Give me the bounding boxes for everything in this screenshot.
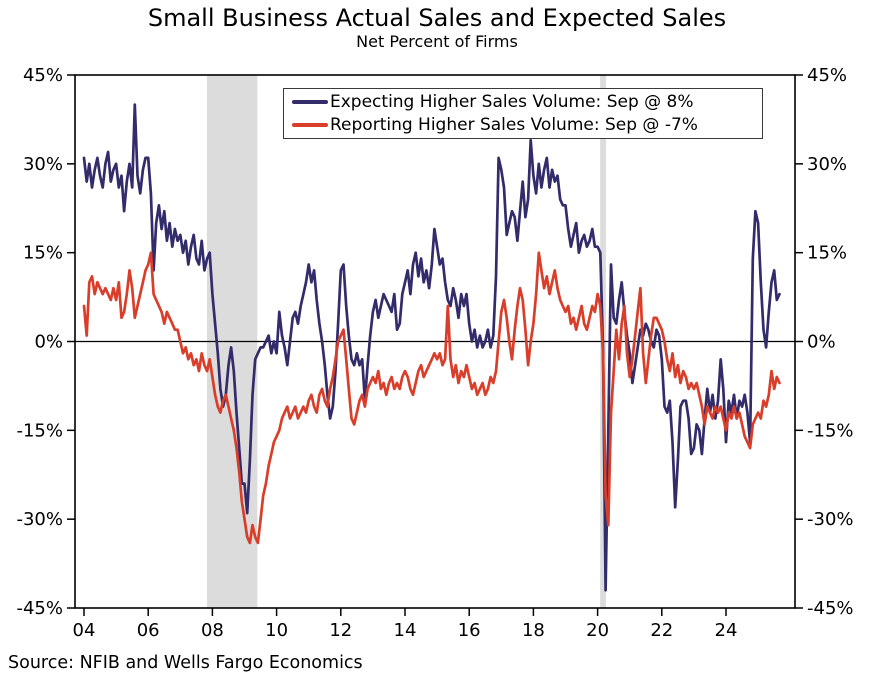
chart-subtitle: Net Percent of Firms bbox=[356, 32, 518, 51]
y-axis-label-left: -45% bbox=[16, 598, 63, 619]
x-axis-label: 06 bbox=[137, 620, 160, 641]
x-axis-label: 10 bbox=[265, 620, 288, 641]
y-axis-label-left: 0% bbox=[34, 332, 63, 353]
source-note: Source: NFIB and Wells Fargo Economics bbox=[8, 653, 363, 673]
y-axis-label-right: 45% bbox=[807, 65, 847, 86]
y-axis-label-right: 0% bbox=[807, 332, 836, 353]
x-axis-label: 14 bbox=[394, 620, 417, 641]
x-axis-label: 12 bbox=[329, 620, 352, 641]
x-axis-label: 16 bbox=[458, 620, 481, 641]
x-axis-label: 22 bbox=[650, 620, 673, 641]
y-axis-label-left: 30% bbox=[23, 154, 63, 175]
y-axis-label-right: -45% bbox=[807, 598, 854, 619]
y-axis-label-left: 15% bbox=[23, 243, 63, 264]
legend: Expecting Higher Sales Volume: Sep @ 8% … bbox=[283, 88, 763, 139]
legend-item-reporting: Reporting Higher Sales Volume: Sep @ -7% bbox=[292, 113, 758, 136]
y-axis-label-right: 15% bbox=[807, 243, 847, 264]
series-line-reporting bbox=[82, 251, 781, 545]
x-axis-label: 08 bbox=[201, 620, 224, 641]
y-axis-label-right: -30% bbox=[807, 509, 854, 530]
legend-swatch-expecting bbox=[292, 99, 328, 104]
legend-item-expecting: Expecting Higher Sales Volume: Sep @ 8% bbox=[292, 90, 758, 113]
series-line-expecting bbox=[82, 103, 781, 592]
legend-label-expecting: Expecting Higher Sales Volume: Sep @ 8% bbox=[330, 91, 694, 112]
y-axis-label-right: -15% bbox=[807, 420, 854, 441]
x-axis-label: 04 bbox=[73, 620, 96, 641]
y-axis-label-left: 45% bbox=[23, 65, 63, 86]
y-axis-label-right: 30% bbox=[807, 154, 847, 175]
x-axis-label: 18 bbox=[522, 620, 545, 641]
chart-title: Small Business Actual Sales and Expected… bbox=[147, 4, 727, 32]
legend-swatch-reporting bbox=[292, 122, 328, 127]
y-axis-label-left: -30% bbox=[16, 509, 63, 530]
legend-label-reporting: Reporting Higher Sales Volume: Sep @ -7% bbox=[330, 114, 698, 135]
y-axis-label-left: -15% bbox=[16, 420, 63, 441]
x-axis-label: 20 bbox=[586, 620, 609, 641]
x-axis-label: 24 bbox=[715, 620, 738, 641]
